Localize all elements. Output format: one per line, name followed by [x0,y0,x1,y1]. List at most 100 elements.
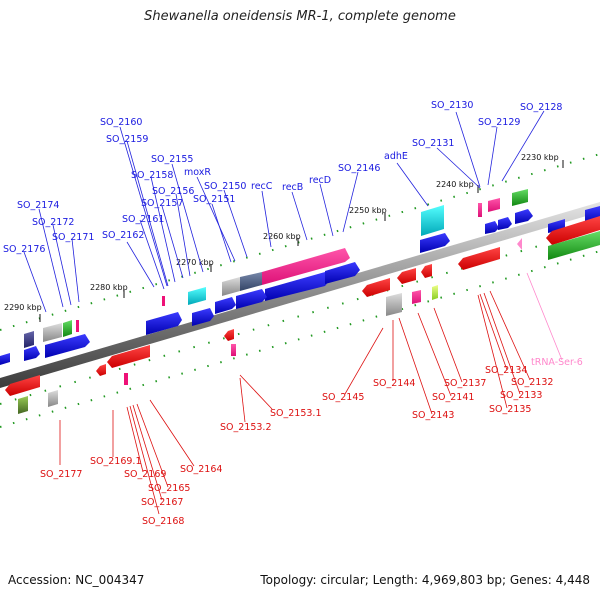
gene-red-2143[interactable] [362,278,390,297]
gene-label[interactable]: SO_2137 [444,378,486,389]
genome-summary-text: Topology: circular; Length: 4,969,803 bp… [260,573,590,587]
gene-red-right-1[interactable] [546,216,600,245]
gene-pink-2129[interactable] [488,198,500,212]
gene-green-2128[interactable] [512,189,528,206]
gene-red-2164[interactable] [107,345,150,368]
gene-blue-long-1[interactable] [265,272,330,301]
gene-label[interactable]: SO_2150 [204,181,246,192]
gene-label[interactable]: SO_2162 [102,230,144,241]
trna-label[interactable]: tRNA-Ser-6 [531,357,583,368]
gene-red-2145[interactable] [224,329,234,341]
gene-pink-2153[interactable] [231,344,236,356]
gene-trna-ser6[interactable] [517,238,522,250]
gene-label[interactable]: SO_2174 [17,200,59,211]
gene-label[interactable]: SO_2151 [193,194,235,205]
gene-label[interactable]: SO_2155 [151,154,193,165]
gene-label[interactable]: SO_2143 [412,410,454,421]
gene-recC-slate[interactable] [240,272,262,291]
gene-label[interactable]: SO_2176 [3,244,45,255]
gene-label[interactable]: SO_2156 [152,186,194,197]
gene-label[interactable]: SO_2141 [432,392,474,403]
bottom-labels: tRNA-Ser-6 SO_2134 SO_2132 SO_2133 SO_21… [40,357,583,527]
gene-red-2137[interactable] [421,264,432,278]
gene-label[interactable]: recC [251,181,273,192]
gene-blue-edge[interactable] [0,353,10,365]
gene-navy-2176[interactable] [24,331,34,348]
reverse-strand-genes [5,216,600,414]
gene-blue-adhE[interactable] [420,233,450,253]
gene-green-2171[interactable] [63,320,72,337]
kbp-label-group: 2230 kbp 2240 kbp 2250 kbp 2260 kbp 2270… [4,153,559,312]
gene-label[interactable]: SO_2128 [520,102,562,113]
gene-label[interactable]: SO_2129 [478,117,520,128]
gene-blue-2171-arr[interactable] [45,334,90,358]
gene-label[interactable]: SO_2134 [485,365,527,376]
gene-pink-2141[interactable] [412,290,421,304]
gene-blue-2157-group[interactable] [146,312,182,335]
gene-label[interactable]: SO_2177 [40,469,82,480]
gene-red-left-edge[interactable] [5,375,40,396]
gene-label[interactable]: recD [309,175,331,186]
gene-gray-2169[interactable] [48,390,58,407]
gene-red-2134[interactable] [458,247,500,270]
gene-label[interactable]: SO_2165 [148,483,190,494]
gene-label[interactable]: SO_2164 [180,464,222,475]
gene-pink-2160[interactable] [162,296,165,306]
gene-label[interactable]: SO_2160 [100,117,142,128]
gene-pink-2169[interactable] [124,373,128,385]
gene-blue-2130-arr[interactable] [498,217,512,230]
gene-olive-2177[interactable] [18,396,28,414]
kbp-ticks [39,160,564,322]
gene-blue-small-a[interactable] [215,297,236,314]
top-labels: SO_2130 SO_2128 SO_2129 SO_2131 adhE SO_… [3,100,562,255]
accession-text: Accession: NC_004347 [8,573,145,587]
gene-green-right[interactable] [548,231,600,260]
kbp-label: 2260 kbp [263,232,301,241]
gene-red-2177[interactable] [96,364,106,376]
forward-strand-genes [0,189,600,365]
gene-label[interactable]: SO_2131 [412,138,454,149]
gene-label[interactable]: SO_2169.1 [90,456,142,467]
gene-label[interactable]: SO_2153.1 [270,408,322,419]
gene-label[interactable]: moxR [184,167,211,178]
gene-blue-2129-arr[interactable] [485,221,499,234]
gene-label[interactable]: SO_2168 [142,516,184,527]
gene-label[interactable]: SO_2135 [489,404,531,415]
gene-label[interactable]: SO_2153.2 [220,422,272,433]
gene-label[interactable]: SO_2145 [322,392,364,403]
gene-gray-2144[interactable] [386,293,402,316]
gene-recBCD-block[interactable] [262,248,350,285]
gene-cyan-adhE[interactable] [421,205,444,236]
gene-blue-2155[interactable] [192,308,214,326]
gene-label[interactable]: SO_2132 [511,377,553,388]
gene-pink-2174[interactable] [76,320,79,332]
gene-gray-moxR[interactable] [222,277,240,296]
gene-red-2141[interactable] [397,268,416,284]
gene-pink-2131[interactable] [478,203,482,217]
gene-label[interactable]: SO_2169 [124,469,166,480]
gene-label[interactable]: recB [282,182,303,193]
gene-lime-2137[interactable] [432,285,438,300]
gene-label[interactable]: SO_2167 [141,497,183,508]
gene-label[interactable]: adhE [384,151,408,162]
gene-label[interactable]: SO_2130 [431,100,473,111]
kbp-label: 2270 kbp [176,258,214,267]
gene-label[interactable]: SO_2133 [500,390,542,401]
gene-label[interactable]: SO_2157 [141,198,183,209]
gene-gray-2172[interactable] [43,323,62,342]
gene-blue-2128-arr[interactable] [515,209,533,224]
gene-blue-2176-arr[interactable] [24,346,40,361]
gene-label[interactable]: SO_2172 [32,217,74,228]
kbp-label: 2230 kbp [521,153,559,162]
gene-label[interactable]: SO_2161 [122,214,164,225]
gene-label[interactable]: SO_2144 [373,378,415,389]
gene-label[interactable]: SO_2146 [338,163,380,174]
gene-label[interactable]: SO_2158 [131,170,173,181]
gene-cyan-2156[interactable] [188,287,206,305]
gene-label[interactable]: SO_2171 [52,232,94,243]
bottom-label-leaders [59,272,563,515]
gene-blue-mid[interactable] [236,289,267,309]
gene-label[interactable]: SO_2159 [106,134,148,145]
gene-blue-long-2[interactable] [325,262,360,284]
